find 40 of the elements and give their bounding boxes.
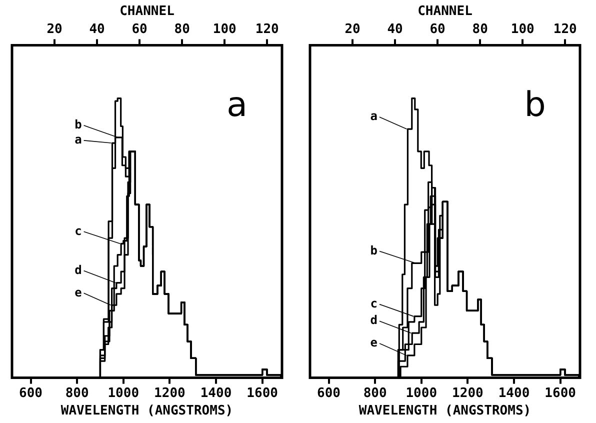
- annotation: d: [74, 262, 82, 277]
- annotation: b: [74, 118, 82, 132]
- x2-tick-label: 80: [472, 22, 488, 37]
- annotation: c: [370, 296, 378, 310]
- x-tick-label: 1200: [154, 386, 186, 401]
- annotation: d: [370, 313, 378, 328]
- x2-tick-label: 60: [430, 22, 446, 37]
- x2-axis-title: CHANNEL: [418, 4, 473, 20]
- x-axis-title: WAVELENGTH (ANGSTROMS): [60, 404, 234, 419]
- x-tick-label: 1200: [452, 386, 484, 401]
- annotation: e: [370, 336, 378, 350]
- x2-tick-label: 120: [255, 22, 280, 37]
- x-tick-label: 1400: [200, 386, 232, 401]
- annotation: a: [226, 85, 248, 126]
- x2-tick-label: 100: [212, 22, 237, 37]
- x-tick-label: 1400: [498, 386, 530, 401]
- x-tick-label: 1000: [406, 386, 438, 401]
- x2-tick-label: 40: [89, 22, 106, 37]
- x-tick-label: 600: [317, 386, 341, 401]
- annotation: a: [74, 132, 82, 147]
- x-tick-label: 600: [19, 386, 43, 401]
- annotation: a: [370, 109, 378, 124]
- x2-tick-label: 20: [344, 22, 361, 37]
- annotation: c: [74, 224, 82, 238]
- x2-tick-label: 100: [510, 22, 535, 37]
- x-tick-label: 1600: [246, 386, 278, 401]
- x-tick-label: 800: [65, 386, 89, 401]
- x2-axis-title: CHANNEL: [120, 4, 175, 20]
- x-tick-label: 1000: [108, 386, 140, 401]
- annotation: b: [524, 85, 546, 126]
- annotation: e: [74, 285, 82, 300]
- annotation: b: [370, 243, 378, 258]
- x2-tick-label: 40: [387, 22, 404, 37]
- x2-tick-label: 120: [553, 22, 578, 37]
- x2-tick-label: 60: [132, 22, 148, 37]
- x-tick-label: 800: [363, 386, 387, 401]
- x-axis-title: WAVELENGTH (ANGSTROMS): [358, 404, 532, 419]
- x-tick-label: 1600: [544, 386, 576, 401]
- x2-tick-label: 80: [174, 22, 190, 37]
- x2-tick-label: 20: [46, 22, 63, 37]
